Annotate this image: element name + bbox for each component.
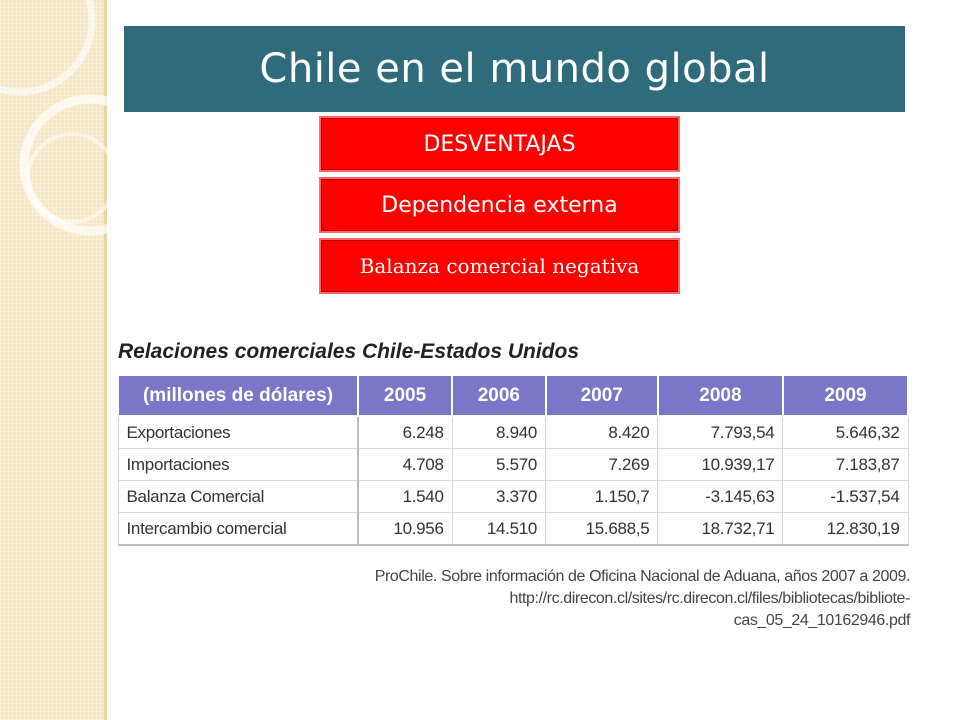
table-cell: 3.370: [451, 480, 547, 513]
table-cell: 8.940: [451, 415, 547, 449]
row-label: Exportaciones: [117, 415, 359, 449]
side-strip-edge: [104, 0, 107, 720]
source-url-line: http://rc.direcon.cl/sites/rc.direcon.cl…: [509, 590, 910, 607]
table-cell: 1.540: [357, 480, 453, 513]
table-cell: 7.269: [545, 448, 659, 481]
table-cell: 1.150,7: [545, 480, 659, 513]
header-year: 2007: [544, 374, 659, 417]
decorative-circles: [0, 0, 140, 236]
balanza-comercial-box: Balanza comercial negativa: [321, 240, 678, 292]
header-year: 2006: [451, 374, 547, 417]
dependencia-externa-box: Dependencia externa: [321, 179, 678, 231]
table-cell: 7.793,54: [657, 415, 784, 449]
table-cell: 15.688,5: [545, 512, 659, 546]
decorative-side-strip: [0, 0, 104, 720]
table-title: Relaciones comerciales Chile-Estados Uni…: [118, 340, 579, 363]
row-label: Intercambio comercial: [117, 512, 359, 546]
table-cell: 7.183,87: [782, 448, 909, 481]
header-units: (millones de dólares): [117, 374, 359, 417]
table-row: Exportaciones 6.248 8.940 8.420 7.793,54…: [117, 415, 909, 449]
header-year: 2005: [356, 374, 454, 417]
slide-title: Chile en el mundo global: [124, 26, 905, 112]
source-url-line: cas_05_24_10162946.pdf: [733, 612, 911, 629]
table-row: Importaciones 4.708 5.570 7.269 10.939,1…: [117, 448, 909, 481]
table-cell: 6.248: [357, 415, 453, 449]
table-cell: 4.708: [357, 448, 453, 481]
table-cell: 8.420: [545, 415, 659, 449]
table-cell: 10.956: [357, 512, 453, 546]
table-header-row: (millones de dólares) 2005 2006 2007 200…: [117, 374, 910, 417]
table-cell: 12.830,19: [782, 512, 909, 546]
table-cell: 5.570: [451, 448, 547, 481]
table-cell: 14.510: [451, 512, 547, 546]
table-cell: -1.537,54: [782, 480, 909, 513]
header-year: 2008: [656, 374, 784, 417]
table-row: Balanza Comercial 1.540 3.370 1.150,7 -3…: [117, 480, 909, 513]
row-label: Importaciones: [117, 448, 359, 481]
table-row: Intercambio comercial 10.956 14.510 15.6…: [117, 512, 909, 546]
source-note: ProChile. Sobre información de Oficina N…: [374, 566, 911, 632]
table-cell: 10.939,17: [657, 448, 784, 481]
source-line: ProChile. Sobre información de Oficina N…: [374, 568, 911, 585]
table-cell: 5.646,32: [782, 415, 909, 449]
header-year: 2009: [781, 374, 910, 417]
table-cell: -3.145,63: [657, 480, 784, 513]
desventajas-box: DESVENTAJAS: [321, 118, 678, 170]
table-cell: 18.732,71: [657, 512, 784, 546]
row-label: Balanza Comercial: [117, 480, 359, 513]
trade-table: (millones de dólares) 2005 2006 2007 200…: [117, 374, 910, 546]
